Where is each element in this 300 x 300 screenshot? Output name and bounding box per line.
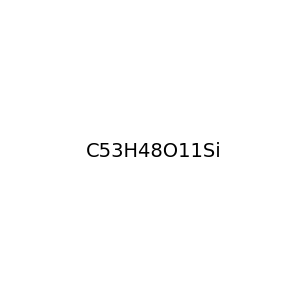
- Text: C53H48O11Si: C53H48O11Si: [86, 142, 222, 161]
